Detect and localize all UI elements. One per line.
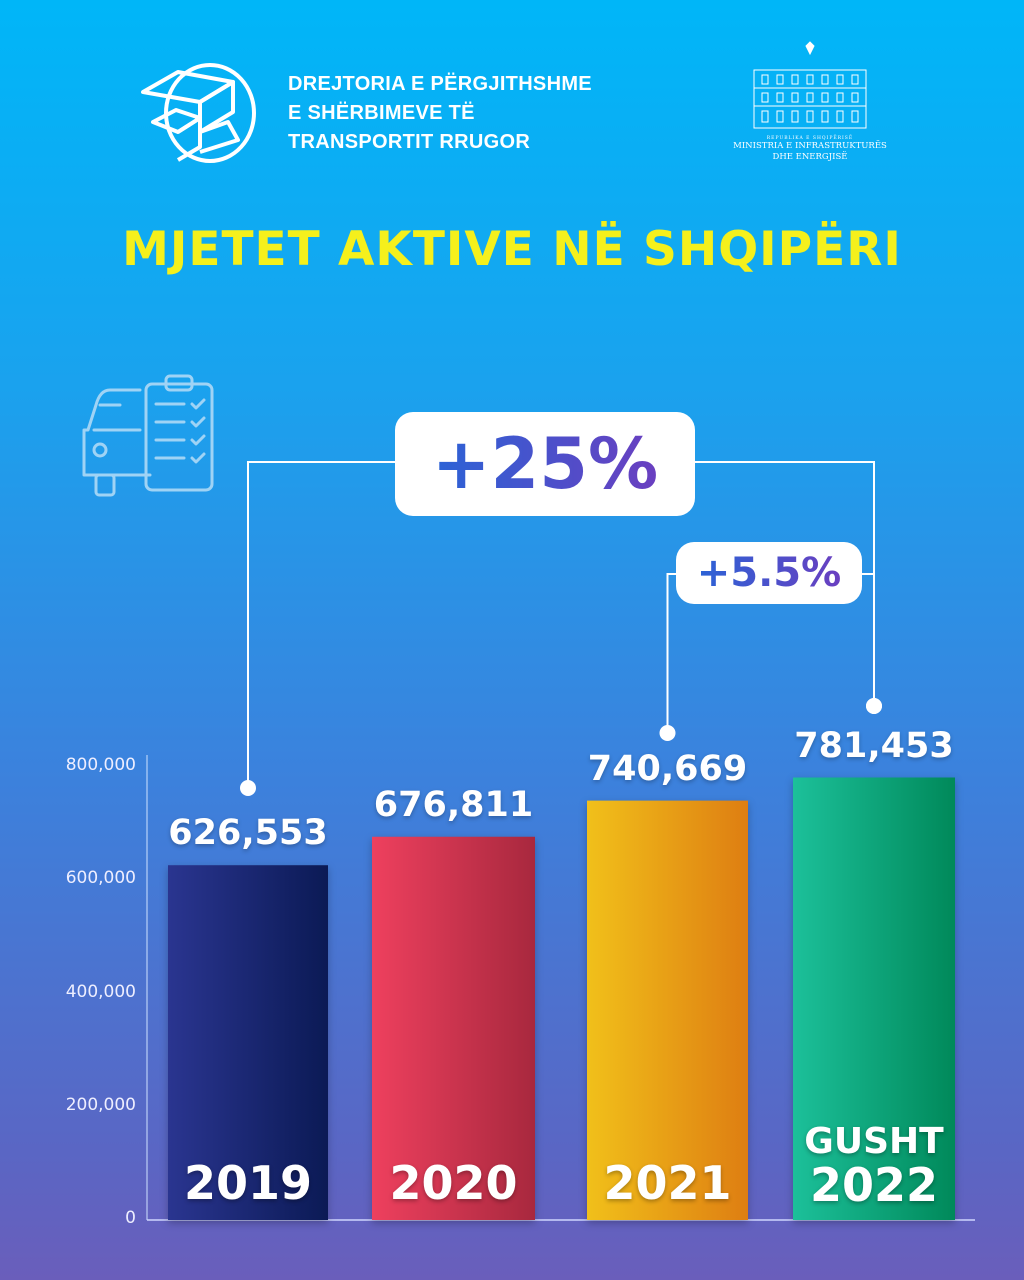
y-tick-label: 600,000 (65, 868, 136, 889)
value-label: 626,553 (168, 813, 328, 854)
category-label: GUSHT 2022 (793, 1121, 955, 1212)
annotation-dot (240, 780, 256, 796)
value-label: 740,669 (587, 748, 748, 789)
category-label: 2021 (587, 1160, 748, 1206)
org-name: DREJTORIA E PËRGJITHSHME E SHËRBIMEVE TË… (288, 70, 592, 157)
truck-checklist-icon (82, 374, 214, 497)
value-label: 781,453 (794, 725, 954, 766)
chart-title: MJETET AKTIVE NË SHQIPËRI (122, 222, 902, 277)
ministry-building-emblem (753, 41, 867, 129)
growth-badge: +5.5% (676, 542, 862, 604)
boxes-globe-logo (141, 63, 256, 163)
ministry-republic: REPUBLIKA E SHQIPËRISË (766, 136, 854, 141)
category-line: 2022 (809, 1158, 939, 1212)
category-label: 2019 (168, 1160, 328, 1206)
value-label: 676,811 (373, 784, 534, 825)
y-tick-label: 800,000 (65, 755, 136, 775)
bar-gusht-2022 (793, 777, 955, 1220)
growth-label: +5.5% (696, 550, 842, 596)
growth-label: +25% (431, 423, 659, 505)
y-tick-label: 400,000 (65, 981, 136, 1002)
ministry-name: MINISTRIA E INFRASTRUKTURËS (733, 141, 887, 151)
y-tick-label: 200,000 (65, 1094, 136, 1115)
category-label: 2020 (372, 1160, 535, 1206)
ministry-logo: REPUBLIKA E SHQIPËRISË MINISTRIA E INFRA… (730, 40, 890, 163)
org-line: TRANSPORTIT RRUGOR (288, 131, 531, 153)
category-line: GUSHT (804, 1121, 944, 1162)
annotation-dot (866, 698, 882, 714)
growth-badge: +25% (395, 412, 695, 516)
annotation-dot (659, 725, 676, 741)
org-line: DREJTORIA E PËRGJITHSHME (288, 73, 592, 95)
category-line: 2019 (183, 1156, 313, 1210)
bar-2021 (587, 800, 748, 1220)
bar-2020 (372, 836, 535, 1220)
y-tick-label: 0 (125, 1208, 136, 1228)
category-line: 2020 (389, 1156, 518, 1210)
category-line: 2021 (603, 1156, 732, 1210)
bar-2019 (168, 865, 328, 1220)
ministry-name: DHE ENERGJISË (772, 152, 848, 162)
org-line: E SHËRBIMEVE TË (288, 102, 475, 124)
